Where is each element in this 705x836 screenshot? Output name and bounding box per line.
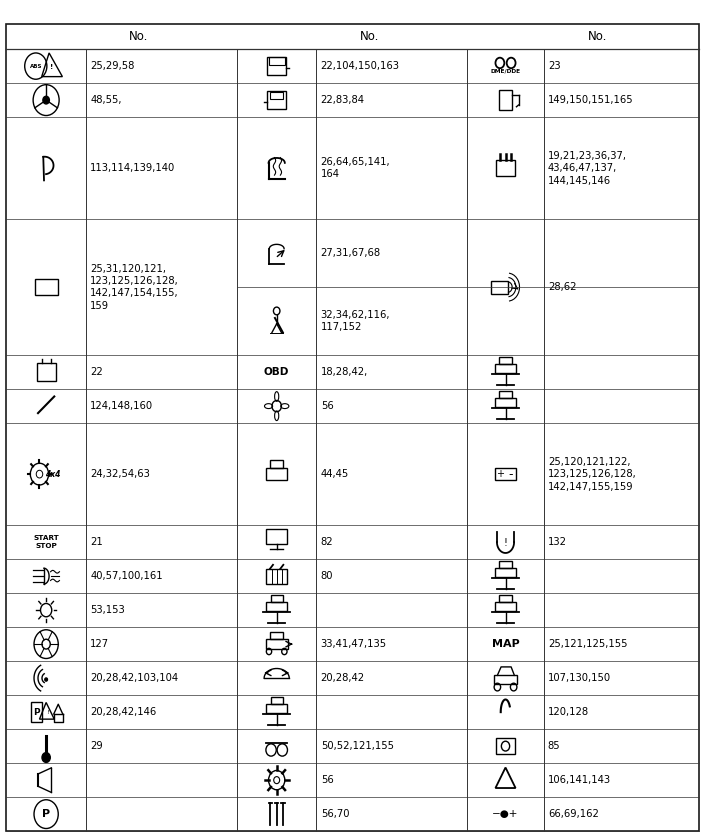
- Text: 19,21,23,36,37,
43,46,47,137,
144,145,146: 19,21,23,36,37, 43,46,47,137, 144,145,14…: [548, 150, 627, 186]
- Text: STOP: STOP: [35, 543, 57, 549]
- Bar: [493, 675, 517, 684]
- Text: 4x4: 4x4: [45, 470, 61, 479]
- Text: 56: 56: [321, 775, 333, 785]
- Text: 113,114,139,140: 113,114,139,140: [90, 163, 176, 173]
- Bar: [495, 364, 516, 373]
- Bar: [271, 595, 283, 602]
- Bar: [266, 704, 288, 713]
- Text: 20,28,42,146: 20,28,42,146: [90, 707, 157, 717]
- Text: 149,150,151,165: 149,150,151,165: [548, 95, 633, 105]
- Text: START: START: [33, 535, 59, 541]
- Text: 29: 29: [90, 742, 103, 751]
- Bar: [498, 90, 513, 110]
- Text: 66,69,162: 66,69,162: [548, 809, 599, 819]
- Bar: [269, 58, 285, 65]
- Text: 40,57,100,161: 40,57,100,161: [90, 571, 163, 581]
- Circle shape: [43, 96, 49, 104]
- Text: 25,120,121,122,
123,125,126,128,
142,147,155,159: 25,120,121,122, 123,125,126,128, 142,147…: [548, 456, 637, 492]
- Bar: [491, 281, 508, 293]
- Text: 28,62: 28,62: [548, 282, 576, 292]
- Text: 44,45: 44,45: [321, 469, 349, 479]
- Text: P: P: [33, 707, 40, 716]
- Text: 48,55,: 48,55,: [90, 95, 122, 105]
- Text: 82: 82: [321, 537, 333, 547]
- Text: 22,104,150,163: 22,104,150,163: [321, 61, 400, 71]
- Bar: [266, 468, 287, 480]
- Text: 50,52,121,155: 50,52,121,155: [321, 742, 393, 751]
- Text: −●+: −●+: [492, 809, 519, 819]
- Text: 22,83,84: 22,83,84: [321, 95, 364, 105]
- Text: !: !: [503, 538, 508, 548]
- Bar: [267, 91, 286, 110]
- Text: MAP: MAP: [491, 640, 520, 649]
- Text: 56: 56: [321, 401, 333, 411]
- Bar: [495, 468, 516, 481]
- Text: 24,32,54,63: 24,32,54,63: [90, 469, 150, 479]
- Text: 18,28,42,: 18,28,42,: [321, 367, 368, 377]
- Bar: [499, 595, 512, 602]
- Circle shape: [42, 752, 50, 762]
- Text: +: +: [496, 469, 504, 479]
- Bar: [499, 357, 512, 364]
- Bar: [496, 738, 515, 754]
- Text: 132: 132: [548, 537, 567, 547]
- Text: 124,148,160: 124,148,160: [90, 401, 153, 411]
- Bar: [496, 160, 515, 176]
- Text: 32,34,62,116,
117,152: 32,34,62,116, 117,152: [321, 310, 391, 333]
- Text: 127: 127: [90, 640, 109, 649]
- Bar: [31, 702, 42, 721]
- Text: 106,141,143: 106,141,143: [548, 775, 611, 785]
- Bar: [499, 391, 512, 398]
- Bar: [266, 568, 287, 584]
- Text: ABS: ABS: [30, 64, 42, 69]
- Bar: [271, 697, 283, 704]
- Text: 25,121,125,155: 25,121,125,155: [548, 640, 627, 649]
- Text: -: -: [508, 467, 513, 481]
- Circle shape: [45, 678, 47, 681]
- Bar: [271, 92, 283, 99]
- Text: 23: 23: [548, 61, 560, 71]
- Text: 53,153: 53,153: [90, 605, 125, 615]
- Text: No.: No.: [360, 30, 379, 43]
- Text: 22: 22: [90, 367, 103, 377]
- Text: No.: No.: [588, 30, 608, 43]
- Bar: [266, 529, 287, 544]
- Text: DME/DDE: DME/DDE: [491, 69, 520, 74]
- Text: 21: 21: [90, 537, 103, 547]
- Bar: [266, 602, 288, 611]
- Bar: [37, 364, 56, 381]
- Text: 27,31,67,68: 27,31,67,68: [321, 248, 381, 258]
- Bar: [267, 57, 286, 75]
- Text: 25,29,58: 25,29,58: [90, 61, 135, 71]
- Text: No.: No.: [129, 30, 149, 43]
- Text: !: !: [51, 64, 54, 70]
- Text: OBD: OBD: [264, 367, 289, 377]
- Text: 33,41,47,135: 33,41,47,135: [321, 640, 387, 649]
- Bar: [495, 398, 516, 407]
- Bar: [266, 639, 288, 650]
- Text: !: !: [46, 710, 49, 715]
- Text: 85: 85: [548, 742, 560, 751]
- Text: 20,28,42,103,104: 20,28,42,103,104: [90, 673, 178, 683]
- Bar: [495, 568, 516, 577]
- Text: 20,28,42: 20,28,42: [321, 673, 365, 683]
- Text: 25,31,120,121,
123,125,126,128,
142,147,154,155,
159: 25,31,120,121, 123,125,126,128, 142,147,…: [90, 263, 179, 311]
- Bar: [35, 278, 58, 295]
- Text: 107,130,150: 107,130,150: [548, 673, 611, 683]
- Bar: [270, 461, 283, 468]
- Bar: [499, 561, 512, 568]
- Text: 26,64,65,141,
164: 26,64,65,141, 164: [321, 157, 391, 179]
- Text: 80: 80: [321, 571, 333, 581]
- Bar: [495, 602, 516, 611]
- Text: 56,70: 56,70: [321, 809, 349, 819]
- Text: P: P: [42, 809, 50, 819]
- Bar: [271, 632, 283, 640]
- Text: 120,128: 120,128: [548, 707, 589, 717]
